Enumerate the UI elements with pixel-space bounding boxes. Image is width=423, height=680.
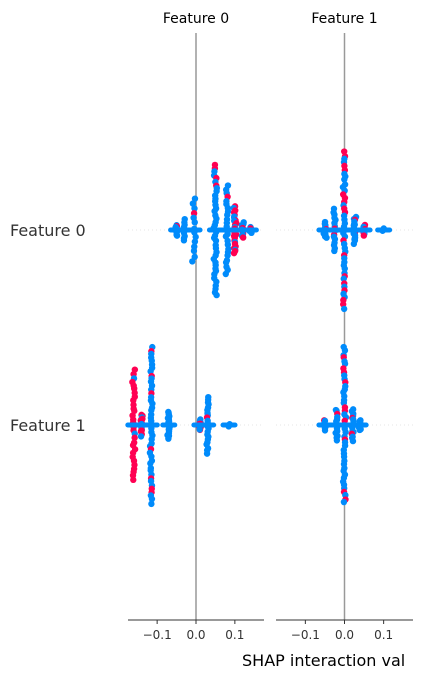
- point-0-1-5-21: [203, 450, 211, 457]
- point-0-0-1-11: [190, 247, 198, 255]
- point-0-0-1-13: [189, 258, 196, 265]
- point-0-0-1-2: [191, 205, 198, 212]
- point-0-0-1-9: [191, 238, 199, 245]
- row-label-1: Feature 1: [10, 416, 86, 435]
- point-0-1-0-8: [130, 397, 137, 404]
- x-tick-label-1-2: 0.1: [374, 628, 393, 642]
- point-1-0-0-11: [323, 234, 330, 241]
- point-0-1-1-15: [137, 433, 145, 440]
- x-tick-label-1-0: −0.1: [291, 628, 320, 642]
- x-axis-label: SHAP interaction val: [242, 651, 405, 670]
- point-0-0-2-39: [213, 291, 220, 299]
- point-0-1-2-44: [148, 500, 155, 508]
- point-0-0-3-24: [222, 270, 229, 278]
- x-tick-label-0-1: 0.0: [186, 628, 205, 642]
- point-0-0-3-8: [224, 211, 231, 219]
- point-0-0-1-1: [189, 200, 197, 207]
- point-1-1-1-13: [333, 437, 341, 444]
- x-tick-label-0-2: 0.1: [225, 628, 244, 642]
- point-0-0-3-19: [224, 252, 231, 259]
- point-1-1-0-7: [321, 427, 329, 434]
- point-1-0-2-0: [340, 148, 348, 155]
- point-1-0-2-36: [340, 275, 347, 282]
- point-0-0-1-5: [191, 219, 198, 226]
- panel-title-1: Feature 1: [311, 11, 377, 27]
- x-tick-label-1-1: 0.0: [335, 628, 354, 642]
- point-0-0-7-11: [239, 234, 247, 241]
- point-1-0-1-15: [331, 247, 338, 255]
- point-1-1-2-44: [340, 498, 348, 506]
- point-0-1-4-9: [196, 426, 203, 433]
- point-0-1-2-33: [147, 460, 154, 467]
- point-1-0-3-17: [350, 240, 358, 248]
- point-0-1-0-29: [130, 476, 137, 484]
- point-0-0-1-0: [191, 195, 199, 202]
- point-0-0-4-25: [230, 249, 238, 257]
- point-1-0-2-8: [341, 176, 348, 183]
- panel-title-0: Feature 0: [163, 11, 229, 27]
- point-0-1-3-17: [165, 435, 172, 442]
- row-label-0: Feature 0: [10, 221, 86, 240]
- point-1-1-3-15: [349, 437, 357, 445]
- point-1-1-4-7: [356, 426, 363, 434]
- point-0-0-6-9: [173, 232, 181, 239]
- point-0-1-0-18: [131, 434, 138, 441]
- point-0-1-2-43: [148, 495, 156, 503]
- point-1-0-2-44: [340, 305, 348, 313]
- point-0-0-0-9: [180, 237, 188, 244]
- point-1-0-4-9: [360, 232, 368, 239]
- x-tick-label-0-0: −0.1: [143, 628, 172, 642]
